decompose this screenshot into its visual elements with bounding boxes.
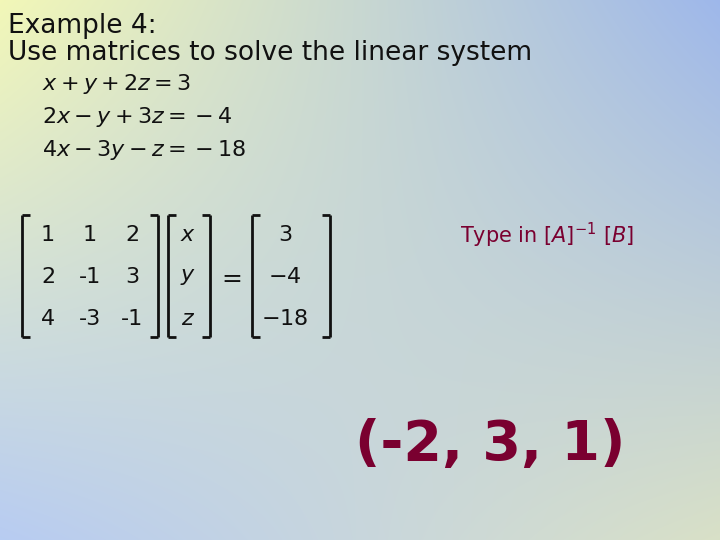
Text: Example 4:: Example 4: — [8, 13, 157, 39]
Text: -1: -1 — [121, 309, 143, 329]
Text: 2: 2 — [125, 225, 139, 245]
Text: 1: 1 — [41, 225, 55, 245]
Text: 4: 4 — [41, 309, 55, 329]
Text: 2: 2 — [41, 267, 55, 287]
Text: $2x - y + 3z = -4$: $2x - y + 3z = -4$ — [42, 105, 233, 129]
Text: $=$: $=$ — [217, 265, 243, 289]
Text: $x + y + 2z = 3$: $x + y + 2z = 3$ — [42, 72, 191, 96]
Text: 3: 3 — [278, 225, 292, 245]
Text: $-4$: $-4$ — [269, 267, 302, 287]
Text: $x$: $x$ — [180, 225, 196, 245]
Text: -3: -3 — [79, 309, 101, 329]
Text: (-2, 3, 1): (-2, 3, 1) — [355, 418, 625, 472]
Text: -1: -1 — [79, 267, 101, 287]
Text: Type in $[A]^{-1}$ $[B]$: Type in $[A]^{-1}$ $[B]$ — [460, 220, 634, 249]
Text: $y$: $y$ — [180, 267, 196, 287]
Text: Use matrices to solve the linear system: Use matrices to solve the linear system — [8, 40, 532, 66]
Text: 3: 3 — [125, 267, 139, 287]
Text: $-18$: $-18$ — [261, 309, 309, 329]
Text: $z$: $z$ — [181, 309, 195, 329]
Text: 1: 1 — [83, 225, 97, 245]
Text: $4x - 3y - z = -18$: $4x - 3y - z = -18$ — [42, 138, 246, 162]
